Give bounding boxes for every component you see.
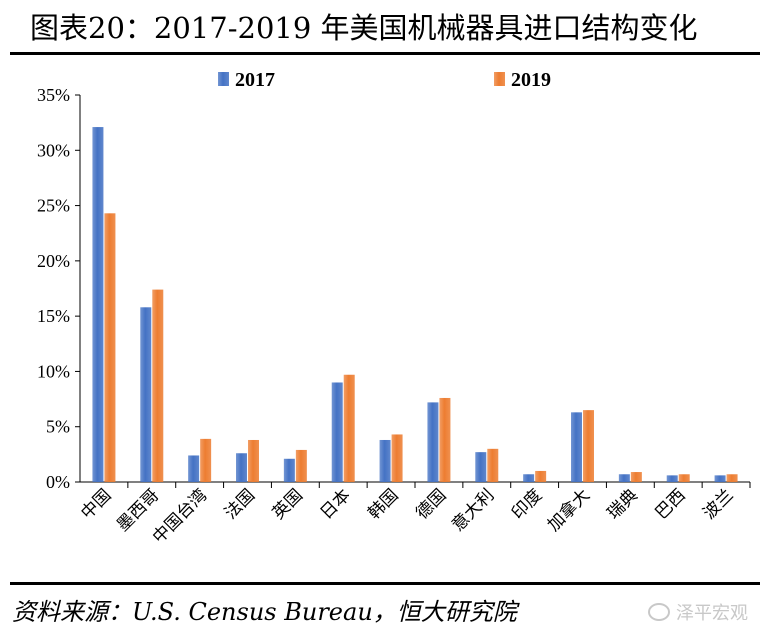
bar-2019-0	[104, 213, 116, 482]
x-category-label: 巴西	[652, 485, 690, 523]
x-category-label: 印度	[508, 485, 546, 523]
bar-2017-4	[283, 458, 295, 482]
bar-2017-1	[140, 307, 152, 482]
bar-2019-11	[630, 472, 642, 482]
y-tick-label: 30%	[37, 140, 70, 160]
x-category-label: 瑞典	[604, 485, 642, 523]
y-tick-label: 20%	[37, 251, 70, 271]
bar-2017-6	[379, 439, 391, 482]
y-tick-label: 5%	[46, 417, 70, 437]
bar-2019-10	[583, 410, 594, 482]
bar-2019-1	[152, 289, 164, 482]
wechat-icon	[648, 603, 670, 621]
bar-2019-2	[200, 438, 212, 482]
watermark-text: 泽平宏观	[676, 603, 748, 624]
y-tick-label: 15%	[37, 306, 70, 326]
y-tick-label: 35%	[37, 85, 70, 105]
watermark: 泽平宏观	[648, 598, 748, 626]
bar-2017-9	[523, 474, 535, 482]
bar-2019-7	[439, 397, 451, 482]
x-category-label: 英国	[269, 485, 307, 523]
bar-2017-3	[236, 453, 247, 482]
bar-2019-8	[487, 448, 499, 482]
bar-2019-4	[295, 449, 307, 482]
bar-2019-3	[248, 439, 259, 482]
legend-label-2017: 2017	[235, 69, 275, 91]
x-category-label: 韩国	[364, 485, 402, 523]
bar-2017-7	[427, 402, 439, 482]
x-category-label: 法国	[221, 485, 259, 523]
x-category-label: 波兰	[699, 485, 737, 523]
source-rule	[10, 582, 760, 585]
bar-2017-13	[714, 475, 726, 482]
x-category-label: 意大利	[448, 485, 498, 535]
y-tick-label: 25%	[37, 196, 70, 216]
legend-swatch-2017	[218, 72, 229, 86]
bar-2017-0	[92, 127, 104, 483]
title-rule	[10, 52, 760, 55]
chart-title: 图表20：2017-2019 年美国机械器具进口结构变化	[30, 11, 698, 45]
x-category-label: 日本	[317, 485, 355, 523]
bar-2019-12	[678, 474, 690, 482]
bar-2017-12	[666, 475, 678, 482]
legend-swatch-2019	[494, 72, 505, 86]
bar-2019-5	[343, 374, 355, 482]
bar-2019-9	[535, 470, 547, 482]
x-category-label: 德国	[412, 485, 450, 523]
x-category-label: 加拿大	[543, 485, 594, 536]
bar-2017-5	[331, 382, 343, 482]
y-tick-label: 0%	[46, 472, 70, 492]
bar-2019-6	[391, 434, 403, 482]
y-tick-label: 10%	[37, 361, 70, 381]
bar-2017-8	[475, 452, 487, 482]
source-note: 资料来源：U.S. Census Bureau，恒大研究院	[12, 598, 517, 626]
bar-2017-2	[188, 455, 200, 482]
bar-2017-10	[571, 412, 582, 482]
x-category-label: 中国	[77, 485, 115, 523]
legend-label-2019: 2019	[511, 69, 551, 91]
bar-2019-13	[726, 474, 738, 482]
bar-2017-11	[618, 474, 630, 482]
